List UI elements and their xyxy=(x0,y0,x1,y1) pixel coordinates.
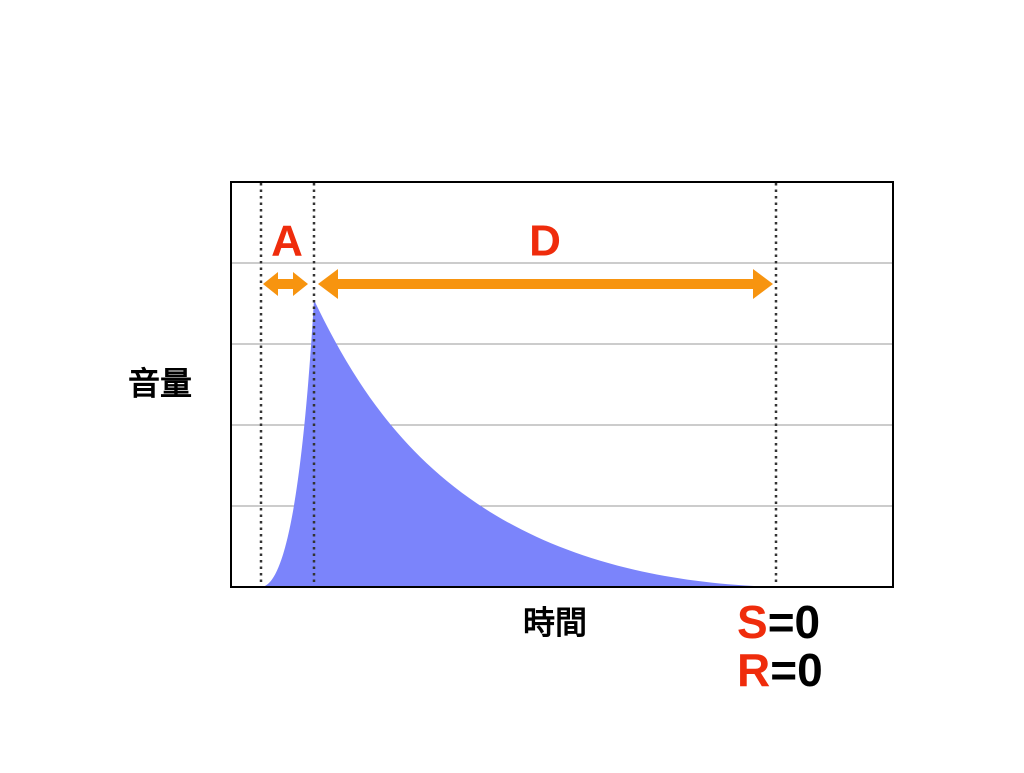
sustain-label: S=0 xyxy=(737,596,820,648)
decay-label: D xyxy=(529,217,561,266)
arrow-head xyxy=(293,272,308,296)
release-label: R=0 xyxy=(737,644,823,696)
sustain-value: =0 xyxy=(768,596,820,648)
arrow-head xyxy=(753,269,773,299)
release-value: =0 xyxy=(770,644,822,696)
phase-arrows xyxy=(263,269,773,299)
phase-dividers xyxy=(259,183,778,587)
arrow-head xyxy=(263,272,278,296)
attack-label: A xyxy=(271,217,303,266)
plot-frame xyxy=(230,181,894,588)
y-axis-label: 音量 xyxy=(128,365,192,401)
release-name: R xyxy=(737,644,770,696)
arrow-head xyxy=(318,269,338,299)
x-axis-label: 時間 xyxy=(523,604,587,640)
sustain-name: S xyxy=(737,596,768,648)
envelope-curve xyxy=(261,300,776,587)
